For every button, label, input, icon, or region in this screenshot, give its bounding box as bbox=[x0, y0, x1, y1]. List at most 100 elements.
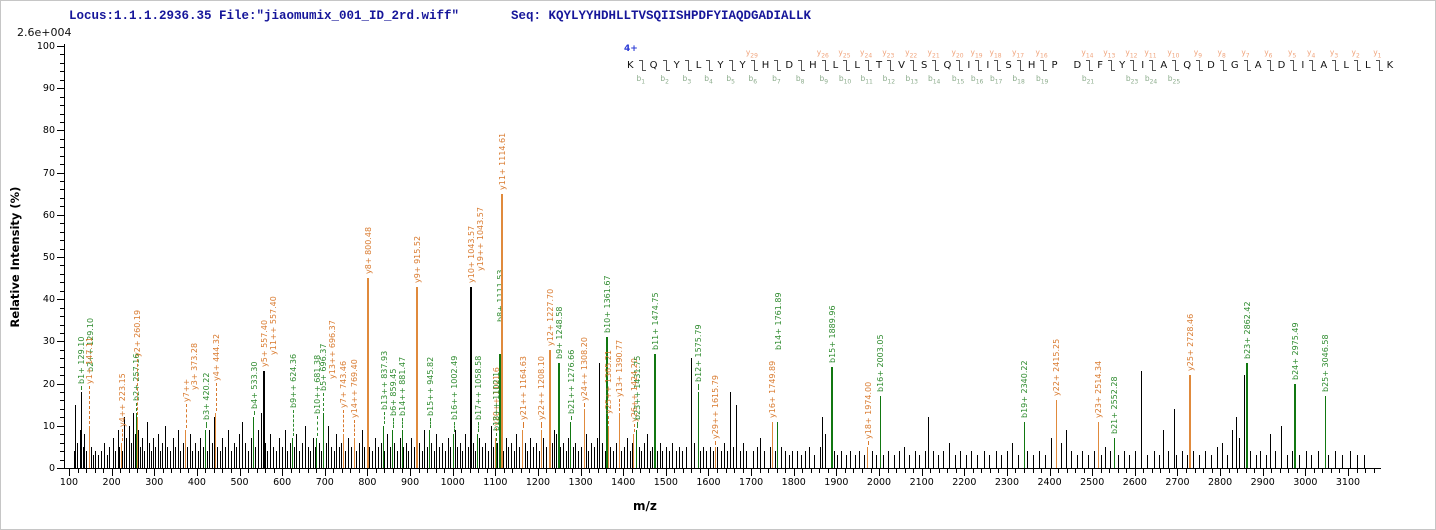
spectrum-peak bbox=[563, 442, 565, 468]
b-ion-label: b13 bbox=[905, 73, 918, 86]
spectrum-peak bbox=[685, 446, 687, 468]
spectrum-peak bbox=[736, 404, 738, 468]
axis-tick bbox=[879, 469, 881, 476]
axis-tick bbox=[60, 79, 64, 81]
spectrum-peak bbox=[727, 451, 729, 468]
spectrum-peak bbox=[450, 446, 452, 468]
spectrum-peak bbox=[618, 413, 620, 468]
spectrum-peak bbox=[415, 286, 418, 468]
spectrum-peak bbox=[495, 438, 497, 468]
axis-tick bbox=[60, 442, 64, 444]
spectrum-peak bbox=[185, 430, 186, 468]
peak-label-leader bbox=[608, 415, 610, 424]
axis-tick bbox=[111, 469, 113, 476]
y-ion-label: y4 bbox=[1307, 47, 1316, 60]
axis-tick bbox=[60, 223, 64, 225]
peak-label-leader bbox=[316, 416, 318, 437]
axis-tick bbox=[819, 469, 821, 473]
axis-tick bbox=[495, 469, 497, 476]
cleavage-mark-icon bbox=[798, 59, 806, 71]
spectrum-peak bbox=[383, 451, 385, 468]
cleavage-mark-icon bbox=[684, 59, 692, 71]
peak-ion-label: b16+ 2003.05 bbox=[876, 334, 886, 393]
spectrum-peak bbox=[1129, 455, 1131, 468]
cleavage-mark-icon bbox=[638, 59, 646, 71]
axis-tick-label: 700 bbox=[315, 477, 334, 488]
spectrum-peak bbox=[955, 455, 957, 468]
spectrum-peak bbox=[1211, 455, 1213, 468]
spectrum-peak bbox=[128, 425, 130, 468]
fragment-junction: b8 bbox=[793, 59, 809, 85]
axis-tick bbox=[60, 231, 64, 233]
axis-tick bbox=[120, 469, 122, 473]
axis-tick bbox=[393, 469, 394, 473]
spectrum-peak bbox=[462, 451, 464, 468]
spectrum-peak bbox=[893, 455, 895, 468]
b-ion-label: b19 bbox=[1035, 73, 1049, 86]
axis-tick-label: 1800 bbox=[781, 477, 806, 488]
axis-tick bbox=[57, 468, 64, 469]
peak-ion-label: b15++ 945.82 bbox=[425, 356, 435, 417]
spectrum-peak bbox=[1182, 451, 1184, 468]
spectrum-peak bbox=[93, 455, 95, 468]
cleavage-mark-icon bbox=[910, 59, 917, 71]
spectrum-peak bbox=[299, 451, 301, 468]
axis-tick bbox=[350, 469, 352, 473]
axis-tick bbox=[231, 469, 232, 473]
peak-ion-label: b14++ 881.47 bbox=[398, 356, 408, 417]
spectrum-peak bbox=[924, 451, 926, 468]
spectrum-peak bbox=[1256, 455, 1258, 468]
spectrum-peak bbox=[79, 430, 81, 468]
axis-tick bbox=[60, 71, 64, 73]
spectrum-peak bbox=[788, 455, 790, 468]
spectrum-peak bbox=[424, 430, 426, 468]
spectrum-peak bbox=[426, 446, 428, 468]
spectrum-peak bbox=[763, 451, 765, 468]
spectrum-peak bbox=[565, 451, 567, 468]
cleavage-mark-icon bbox=[975, 59, 983, 71]
spectrum-peak bbox=[211, 442, 213, 468]
axis-tick bbox=[188, 469, 190, 473]
cleavage-mark-icon bbox=[750, 59, 758, 71]
spectrum-peak bbox=[322, 413, 324, 468]
spectrum-peak bbox=[126, 438, 128, 468]
peak-label-leader bbox=[522, 422, 524, 429]
axis-tick bbox=[1322, 469, 1324, 473]
spectrum-peak bbox=[1265, 455, 1267, 468]
spectrum-peak bbox=[341, 442, 343, 468]
spectrum-peak bbox=[318, 442, 320, 468]
fragment-junction: y29 b6 bbox=[746, 48, 762, 86]
locus-file-header: Locus:1.1.1.2936.35 File:"jiaomumix_001_… bbox=[69, 9, 460, 23]
spectrum-peak bbox=[90, 446, 92, 468]
axis-tick bbox=[60, 400, 64, 402]
axis-tick bbox=[657, 469, 659, 473]
axis-tick-label: 300 bbox=[145, 477, 164, 488]
axis-tick-label: 50 bbox=[42, 252, 55, 263]
axis-tick bbox=[870, 469, 872, 473]
y-ion-label: y29 bbox=[745, 47, 758, 60]
spectrum-peak bbox=[159, 451, 161, 468]
axis-tick bbox=[1151, 469, 1153, 473]
peak-ion-label: y11++ 557.40 bbox=[268, 296, 278, 355]
spectrum-peak bbox=[1269, 434, 1271, 468]
spectrum-peak bbox=[408, 451, 410, 468]
spectrum-peak bbox=[495, 442, 497, 468]
spectrum-peak bbox=[557, 362, 560, 468]
fragment-junction: y9 bbox=[1191, 48, 1207, 72]
fragment-junction: y21 b14 bbox=[927, 48, 943, 86]
spectrum-peak bbox=[800, 455, 802, 468]
peak-label-leader bbox=[253, 411, 255, 416]
spectrum-peak bbox=[477, 434, 479, 468]
axis-tick bbox=[776, 469, 778, 473]
fragment-junction: b7 bbox=[769, 59, 785, 85]
axis-tick bbox=[60, 332, 64, 334]
spectrum-peak bbox=[301, 442, 303, 468]
b-ion-label: b17 bbox=[989, 73, 1003, 86]
spectrum-peak bbox=[431, 442, 433, 468]
axis-tick-label: 2800 bbox=[1207, 477, 1233, 488]
spectrum-peak bbox=[95, 451, 97, 468]
spectrum-peak bbox=[1238, 438, 1240, 468]
spectrum-peak bbox=[492, 446, 494, 468]
axis-tick bbox=[57, 299, 64, 301]
spectrum-peak bbox=[909, 455, 911, 468]
